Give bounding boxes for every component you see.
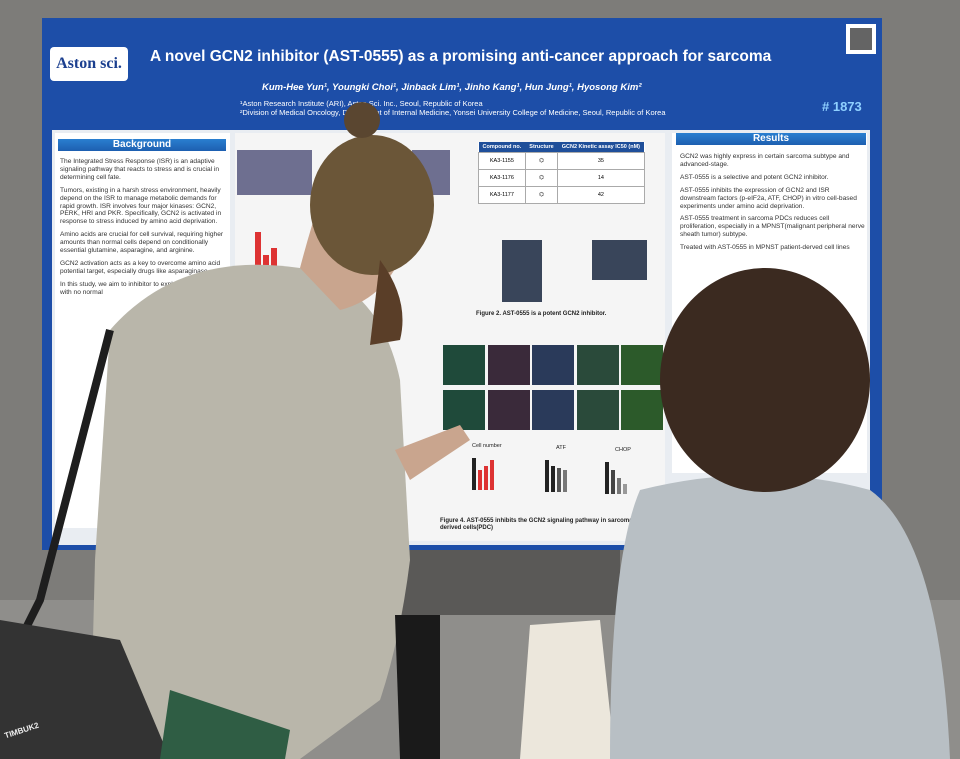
legs [395, 615, 440, 759]
bullet: Tumors, existing in a harsh stress envir… [60, 186, 222, 226]
western-blot [502, 240, 542, 302]
bullet: AST-0555 is a selective and potent GCN2 … [680, 173, 829, 181]
bullet: Amino acids are crucial for cell surviva… [60, 231, 224, 255]
plot-label: Cell number [472, 443, 502, 449]
figure-caption: Figure 4. AST-0555 inhibits the GCN2 sig… [440, 518, 658, 532]
bar-plots [255, 232, 627, 494]
table-cell: 42 [557, 186, 645, 204]
authors: Kum-Hee Yun¹, Youngki Choi¹, Jinback Lim… [262, 82, 642, 93]
western-blot [592, 240, 647, 280]
results-list: GCN2 was highly express in certain sarco… [680, 153, 865, 257]
micrograph [237, 150, 312, 195]
compound-table: Compound no. Structure GCN2 Kinetic assay … [478, 142, 645, 204]
poster-title: A novel GCN2 inhibitor (AST-0555) as a p… [150, 48, 772, 65]
table-header: Structure [525, 142, 558, 153]
qr-pattern [850, 28, 872, 50]
plot-label: ATF [556, 445, 566, 451]
bullet: The Integrated Stress Response (ISR) is … [60, 158, 220, 181]
affiliation: ²Division of Medical Oncology, Departmen… [240, 108, 666, 117]
poster-number: # 1873 [822, 99, 862, 114]
plot-label: CHOP [615, 447, 631, 453]
bullet: Treated with AST-0555 in MPNST patient-d… [680, 244, 850, 252]
paper [520, 620, 615, 759]
background-list: The Integrated Stress Response (ISR) is … [60, 158, 228, 302]
bullet: GCN2 activation acts as a key to overcom… [60, 259, 221, 275]
section-heading: Results [676, 133, 866, 145]
man [0, 102, 470, 759]
fluorescence-grid [443, 345, 663, 430]
board-base [370, 545, 620, 615]
figure-caption: Figure 2. AST-0555 is a potent GCN2 inhi… [476, 311, 607, 317]
bullet: AST-0555 treatment in sarcoma PDCs reduc… [680, 215, 865, 239]
bullet: In this study, we aim to inhibitor to ex… [60, 280, 215, 296]
table-header: GCN2 Kinetic assay IC50 (nM) [557, 142, 644, 153]
table-header: Compound no. [478, 142, 526, 153]
woman [610, 268, 950, 759]
bullet: AST-0555 inhibits the expression of GCN2… [680, 186, 857, 210]
bullet: GCN2 was highly express in certain sarco… [680, 153, 850, 168]
logo: Aston sci. [50, 47, 128, 81]
structure: ⌬ [524, 186, 559, 204]
section-heading: Background [58, 139, 226, 151]
